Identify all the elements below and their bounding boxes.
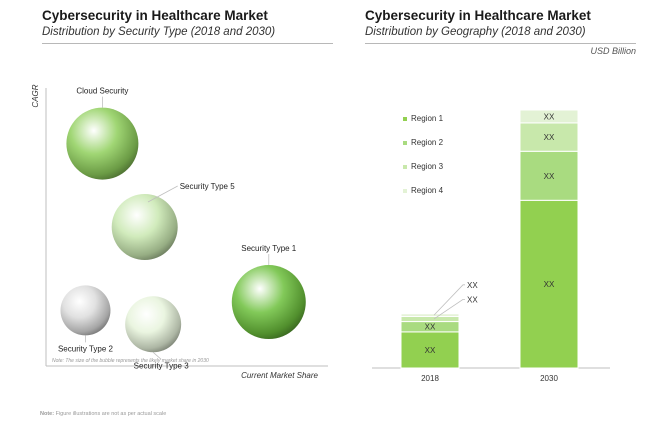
legend-swatch-region-3 (403, 165, 407, 169)
legend-swatch-region-2 (403, 141, 407, 145)
category-label: 2030 (540, 374, 558, 383)
legend-swatch-region-1 (403, 117, 407, 121)
data-label-leader (433, 284, 465, 316)
bar-chart-subtitle: Distribution by Geography (2018 and 2030… (365, 26, 586, 38)
bar-2030-region-2 (519, 150, 579, 201)
bar-chart-title: Cybersecurity in Healthcare Market (365, 8, 591, 23)
data-label: XX (467, 295, 478, 304)
bubble-chart-title: Cybersecurity in Healthcare Market (42, 8, 268, 23)
data-label: XX (425, 323, 436, 332)
data-label: XX (544, 280, 555, 289)
bar-2030-region-3 (519, 122, 579, 152)
footnote: Note: Figure illustrations are not as pe… (40, 411, 166, 417)
legend-label-region-1: Region 1 (411, 114, 444, 123)
data-label: XX (425, 346, 436, 355)
legend-label-region-2: Region 2 (411, 138, 444, 147)
bubble-label: Security Type 5 (180, 182, 236, 191)
bubble-leader-line (147, 185, 178, 203)
data-label: XX (467, 281, 478, 290)
bar-chart-divider (365, 43, 636, 44)
bubble-chart: CAGR Current Market Share Note: The size o… (31, 84, 328, 380)
footnote-label: Note: (40, 411, 55, 417)
bubble-security-type-5 (111, 194, 178, 260)
y-axis-label: CAGR (31, 84, 40, 107)
bubble-label: Security Type 2 (58, 344, 114, 353)
data-label-leader (433, 298, 465, 320)
bubble-label: Cloud Security (76, 87, 128, 96)
stacked-bar-chart: Region 1 Region 2 Region 3 Region 4 2018 XX XX… (372, 109, 610, 383)
legend-label-region-4: Region 4 (411, 186, 444, 195)
bubble-leader-line (152, 351, 162, 360)
bubble-cloud-security (66, 107, 139, 180)
data-label: XX (544, 112, 555, 121)
legend-label-region-3: Region 3 (411, 162, 444, 171)
bubble-security-type-3 (125, 296, 182, 353)
category-label: 2018 (421, 374, 439, 383)
bubble-security-type-1 (231, 265, 306, 340)
bubble-label: Security Type 3 (134, 361, 190, 370)
footnote-text: Figure illustrations are not as per actu… (54, 411, 167, 417)
bubble-size-note: Note: The size of the bubble represents … (52, 358, 209, 364)
bubble-chart-divider (42, 43, 333, 44)
bubble-chart-subtitle: Distribution by Security Type (2018 and … (42, 26, 276, 38)
bubble-label: Security Type 1 (241, 244, 297, 253)
data-label: XX (544, 133, 555, 142)
legend-swatch-region-4 (403, 189, 407, 193)
bar-2030-region-1 (519, 199, 579, 369)
data-label: XX (544, 172, 555, 181)
bar-2018-region-3 (400, 315, 460, 323)
x-axis-label: Current Market Share (241, 371, 318, 380)
bar-2018-region-4 (400, 313, 460, 317)
bar-2030-region-4 (519, 109, 579, 124)
bubble-security-type-2 (60, 285, 111, 336)
bar-chart-unit: USD Billion (590, 46, 636, 56)
